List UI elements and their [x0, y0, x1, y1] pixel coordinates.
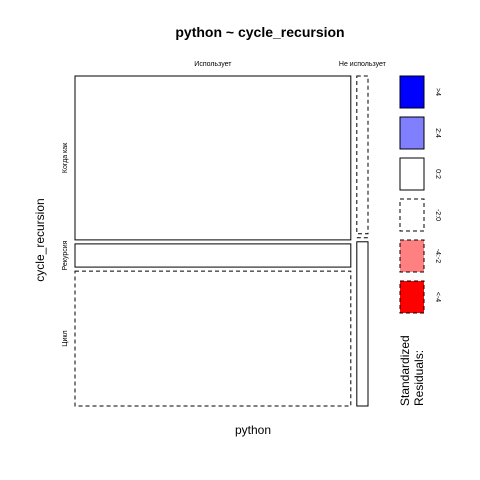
mosaic-cell-использует-рекурсия: [74, 243, 352, 268]
legend-swatch: [399, 198, 425, 232]
legend-label: >4: [434, 88, 441, 96]
x-axis-label: python: [235, 423, 271, 437]
legend-label: 2:4: [434, 128, 441, 138]
y-category-label: Когда как: [62, 142, 69, 173]
legend-label: -2:0: [434, 209, 441, 221]
x-category-label: Не использует: [339, 61, 387, 68]
mosaic-cells: Использует Не использует Когда как Рекурсия…: [62, 61, 387, 407]
legend-swatch: [399, 157, 425, 191]
mosaic-cell-не-использует-когда-как: [356, 75, 369, 235]
mosaic-cell-использует-когда-как: [74, 75, 352, 241]
legend-label: 0:2: [434, 169, 441, 179]
legend-label: <-4: [434, 292, 441, 302]
legend-title: Standardized: [398, 335, 412, 406]
mosaic-cell-не-использует-цикл: [356, 241, 369, 407]
legend-swatch: [399, 239, 425, 273]
y-axis-label: cycle_recursion: [33, 198, 47, 281]
legend-title: Residuals:: [412, 350, 426, 406]
legend-swatch: [399, 116, 425, 150]
y-category-label: Цикл: [62, 330, 69, 346]
legend: >4 2:4 0:2 -2:0 -4:-2 <-4 Standardized Residual…: [398, 75, 441, 406]
y-category-label: Рекурсия: [62, 240, 69, 270]
mosaic-cell-использует-цикл: [74, 270, 352, 407]
legend-label: -4:-2: [434, 249, 441, 264]
legend-swatch: [399, 75, 425, 109]
chart-title: python ~ cycle_recursion: [175, 24, 344, 40]
legend-swatch: [399, 280, 425, 314]
x-category-label: Использует: [194, 61, 232, 68]
